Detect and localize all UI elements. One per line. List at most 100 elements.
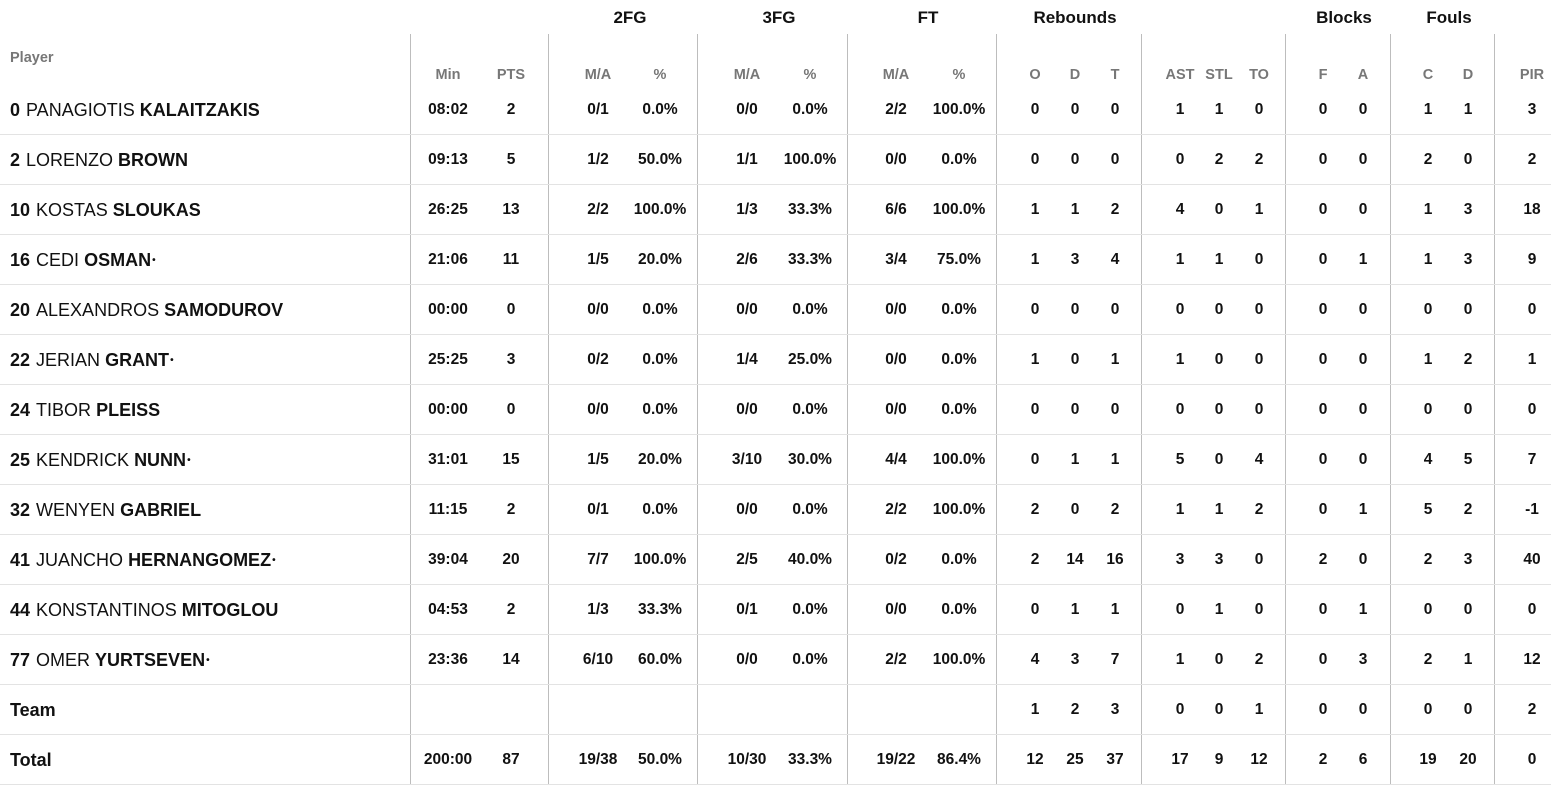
stat-min: 09:13: [428, 151, 468, 168]
stat-pts: 87: [502, 751, 520, 768]
stat-blk-f: 0: [1318, 401, 1328, 418]
stat-blk-a: 0: [1358, 551, 1368, 568]
player-name-link[interactable]: 10 KOSTAS SLOUKAS: [10, 185, 201, 235]
column-header-foul-d[interactable]: D: [1462, 67, 1474, 83]
player-name-link[interactable]: 20 ALEXANDROS SAMODUROV: [10, 285, 283, 335]
stat-reb-t: 0: [1110, 101, 1120, 118]
column-header-min[interactable]: Min: [435, 67, 461, 83]
player-name-link[interactable]: 0 PANAGIOTIS KALAITZAKIS: [10, 85, 260, 135]
stat-ft-ma: 2/2: [885, 101, 907, 118]
stat-fg2-pct: 20.0%: [638, 451, 682, 468]
stat-to: 0: [1254, 101, 1264, 118]
stat-blk-a: 3: [1358, 651, 1368, 668]
column-header-pts[interactable]: PTS: [496, 67, 526, 83]
stat-to: 2: [1254, 651, 1264, 668]
column-header-pir[interactable]: PIR: [1519, 67, 1545, 83]
stat-pir: 0: [1527, 601, 1537, 618]
column-header-reb-o[interactable]: O: [1029, 67, 1041, 83]
stat-pts: [476, 685, 546, 735]
player-first-name: CEDI: [36, 250, 80, 270]
column-header-ft-pct[interactable]: %: [952, 67, 966, 83]
stat-fg2-pct: 0.0%: [642, 501, 678, 518]
stat-reb-d: 3: [1070, 251, 1080, 268]
stat-foul-d: 3: [1463, 551, 1473, 568]
stat-pir: 9: [1527, 251, 1537, 268]
stat-ft-pct: 0.0%: [941, 401, 977, 418]
stat-ft-ma: 0/2: [885, 551, 907, 568]
player-name-link[interactable]: 41 JUANCHO HERNANGOMEZ•: [10, 535, 276, 585]
stat-ft-ma: 2/2: [885, 651, 907, 668]
column-header-fg2-ma[interactable]: M/A: [584, 67, 612, 83]
divider: [1285, 34, 1286, 785]
stat-fg2-ma: 2/2: [587, 201, 609, 218]
player-name-link[interactable]: 16 CEDI OSMAN•: [10, 235, 156, 285]
player-number: 0: [10, 100, 21, 120]
column-header-blk-a[interactable]: A: [1357, 67, 1369, 83]
stat-ast: 1: [1175, 651, 1185, 668]
stat-min: 39:04: [428, 551, 468, 568]
column-header-fg2-pct[interactable]: %: [653, 67, 667, 83]
group-header-ft: FT: [917, 8, 939, 27]
stat-reb-d: 0: [1070, 401, 1080, 418]
player-name-link[interactable]: 22 JERIAN GRANT•: [10, 335, 174, 385]
row-label: Total: [10, 750, 52, 770]
divider: [1141, 34, 1142, 785]
column-header-fg3-ma[interactable]: M/A: [733, 67, 761, 83]
player-first-name: ALEXANDROS: [36, 300, 160, 320]
player-name-link[interactable]: 25 KENDRICK NUNN•: [10, 435, 191, 485]
stat-min: 11:15: [428, 501, 468, 518]
stat-fg3-pct: 30.0%: [788, 451, 832, 468]
player-name-link[interactable]: 44 KONSTANTINOS MITOGLOU: [10, 585, 278, 635]
column-header-to[interactable]: TO: [1249, 67, 1269, 83]
stat-ft-ma: 0/0: [885, 301, 907, 318]
stat-ft-pct: 100.0%: [932, 501, 986, 518]
stat-stl: 1: [1214, 251, 1224, 268]
column-header-fg3-pct[interactable]: %: [803, 67, 817, 83]
stat-pir: 0: [1527, 301, 1537, 318]
player-name-link[interactable]: 77 OMER YURTSEVEN•: [10, 635, 210, 685]
stat-fg2-ma: [563, 685, 633, 735]
column-header-ft-ma[interactable]: M/A: [882, 67, 910, 83]
column-header-reb-t[interactable]: T: [1110, 67, 1120, 83]
stat-reb-o: 4: [1030, 651, 1040, 668]
player-first-name: LORENZO: [26, 150, 114, 170]
stat-reb-o: 0: [1030, 301, 1040, 318]
player-first-name: OMER: [36, 650, 91, 670]
stat-fg2-ma: 1/2: [587, 151, 609, 168]
column-header-stl[interactable]: STL: [1205, 67, 1233, 83]
stat-to: 12: [1250, 751, 1268, 768]
stat-fg3-pct: 0.0%: [792, 501, 828, 518]
column-header-blk-f[interactable]: F: [1318, 67, 1328, 83]
stat-ast: 0: [1175, 701, 1185, 718]
stat-stl: 0: [1214, 701, 1224, 718]
stat-fg3-ma: 0/0: [736, 651, 758, 668]
stat-foul-c: 4: [1423, 451, 1433, 468]
stat-ast: 3: [1175, 551, 1185, 568]
player-name-link[interactable]: 32 WENYEN GABRIEL: [10, 485, 201, 535]
player-name-link[interactable]: 2 LORENZO BROWN: [10, 135, 188, 185]
stat-blk-f: 0: [1318, 201, 1328, 218]
player-last-name: SLOUKAS: [112, 200, 201, 220]
stat-pir: 40: [1523, 551, 1541, 568]
column-header-reb-d[interactable]: D: [1069, 67, 1081, 83]
player-first-name: KENDRICK: [36, 450, 130, 470]
stat-fg3-pct: 0.0%: [792, 301, 828, 318]
column-header-ast[interactable]: AST: [1165, 67, 1195, 83]
group-header-2fg: 2FG: [613, 8, 647, 27]
column-header-foul-c[interactable]: C: [1422, 67, 1434, 83]
stat-fg3-pct: 25.0%: [788, 351, 832, 368]
table-row: 16 CEDI OSMAN• 21:06 11 1/5 20.0% 2/6 33.3% 3/4 7…: [0, 235, 1551, 285]
stat-pir: -1: [1525, 501, 1539, 518]
stat-ft-ma: 2/2: [885, 501, 907, 518]
player-last-name: YURTSEVEN: [95, 650, 206, 670]
stat-pir: 1: [1527, 351, 1537, 368]
player-column-header[interactable]: Player: [10, 50, 54, 66]
stat-reb-o: 0: [1030, 451, 1040, 468]
player-name-link[interactable]: 24 TIBOR PLEISS: [10, 385, 160, 435]
stat-fg3-ma: 1/3: [736, 201, 758, 218]
stat-fg3-ma: 10/30: [727, 751, 767, 768]
stat-ft-pct: 0.0%: [941, 301, 977, 318]
stat-pts: 2: [506, 501, 516, 518]
stat-fg3-ma: [712, 685, 782, 735]
stat-fg3-pct: 33.3%: [788, 201, 832, 218]
